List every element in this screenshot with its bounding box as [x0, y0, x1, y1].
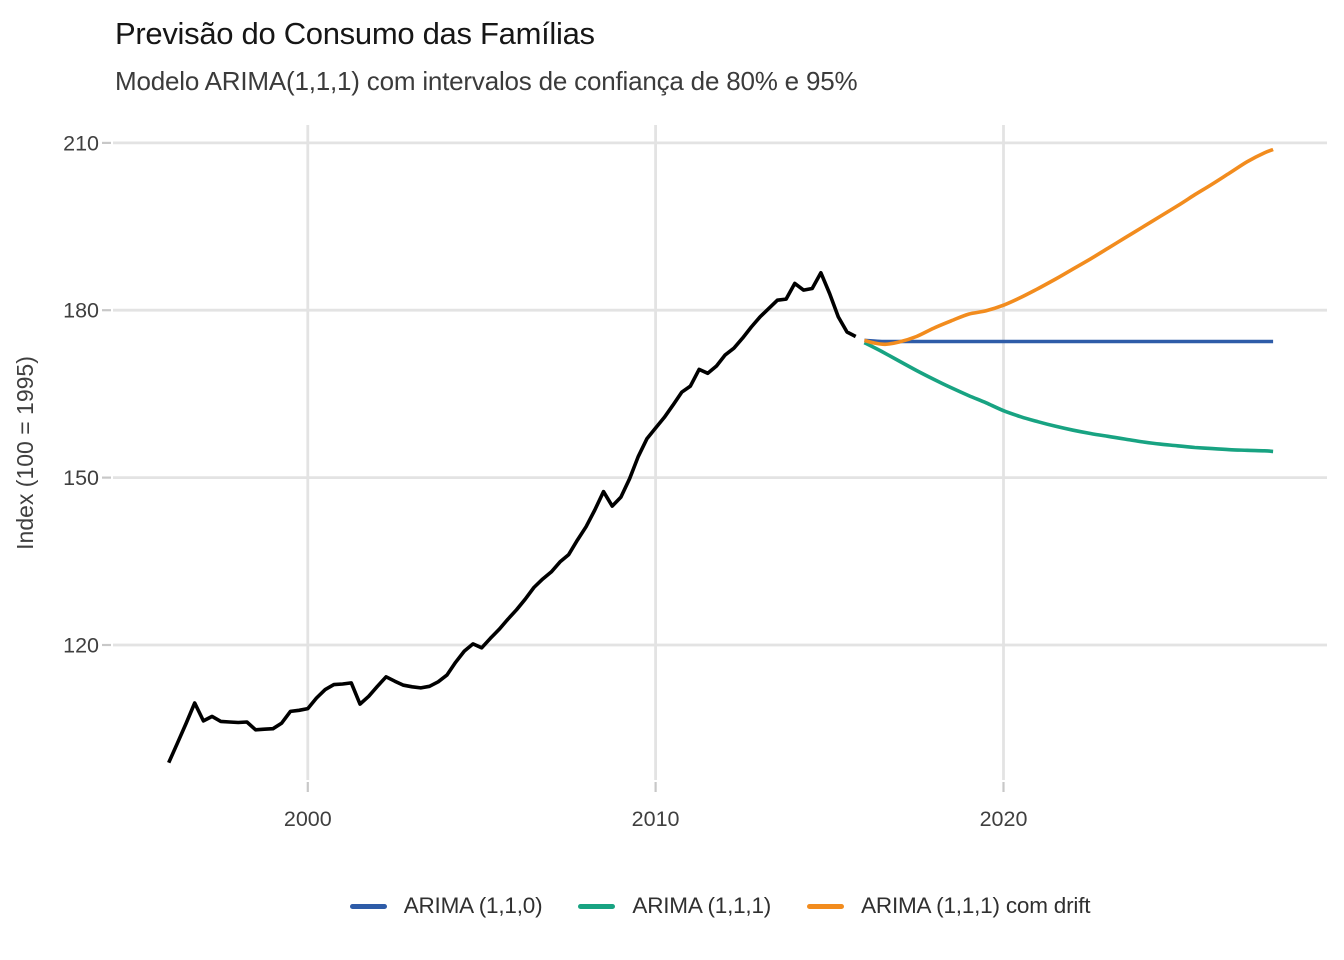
- legend-item-2: ARIMA (1,1,1) com drift: [807, 893, 1091, 919]
- legend-swatch-icon: [578, 903, 616, 909]
- legend-swatch-icon: [349, 903, 387, 909]
- x-tick-label: 2010: [632, 807, 680, 831]
- legend-label: ARIMA (1,1,1): [632, 893, 772, 918]
- chart-subtitle: Modelo ARIMA(1,1,1) com intervalos de co…: [115, 66, 858, 96]
- y-tick-label: 150: [63, 466, 99, 490]
- y-tick-label: 180: [63, 299, 99, 323]
- y-axis-title: Index (100 = 1995): [12, 356, 38, 550]
- legend-label: ARIMA (1,1,1) com drift: [861, 893, 1091, 918]
- series-line-0-consumo-observado: [167, 271, 857, 764]
- legend-swatch-icon: [807, 903, 845, 909]
- legend-label: ARIMA (1,1,0): [403, 893, 543, 918]
- legend-item-1: ARIMA (1,1,1): [578, 893, 771, 919]
- x-tick-label: 2020: [980, 807, 1028, 831]
- x-tick-label: 2000: [284, 807, 332, 831]
- y-tick-label: 210: [63, 131, 99, 155]
- y-tick-label: 120: [63, 634, 99, 658]
- series-line-3-arima-1-1-1-com-drift: [863, 147, 1274, 347]
- series-line-1-arima-1-1-0: [864, 338, 1274, 344]
- legend: ARIMA (1,1,0) ARIMA (1,1,1) ARIMA (1,1,1) …: [113, 886, 1327, 926]
- chart-title: Previsão do Consumo das Famílias: [115, 16, 595, 51]
- series-line-2-arima-1-1-1: [863, 341, 1274, 454]
- legend-item-0: ARIMA (1,1,0): [349, 893, 543, 919]
